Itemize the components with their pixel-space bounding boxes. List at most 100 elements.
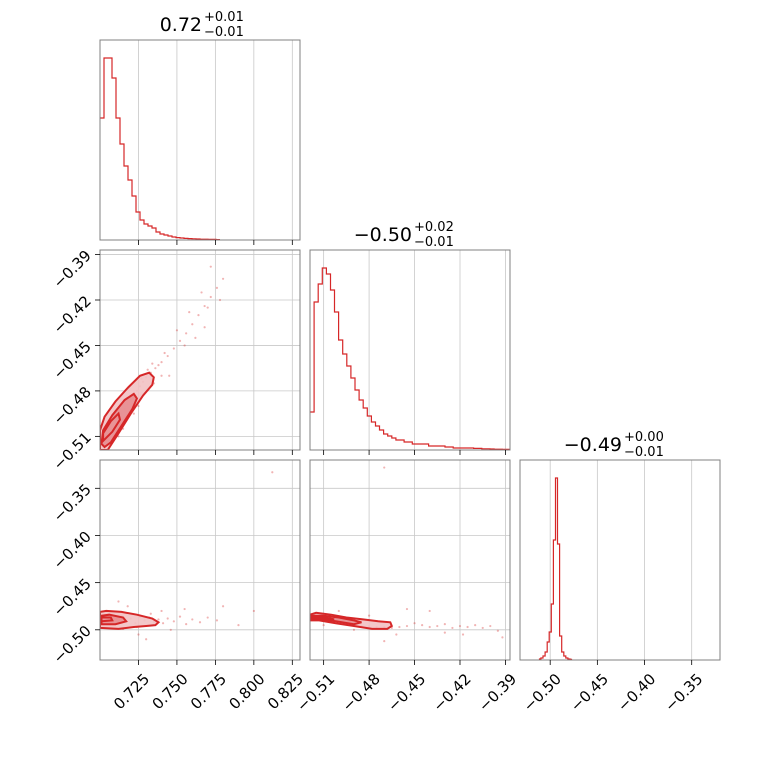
x-tick-label: −0.50 <box>520 670 565 715</box>
scatter-point <box>191 323 194 326</box>
scatter-point <box>200 291 203 294</box>
y-tick-label: −0.39 <box>50 247 95 292</box>
scatter-point <box>428 609 431 613</box>
scatter-point <box>149 612 152 615</box>
scatter-point <box>383 640 386 643</box>
y-tick-label: −0.51 <box>50 428 95 473</box>
histogram-step-line <box>100 57 220 240</box>
scatter-point <box>421 623 424 627</box>
scatter-point <box>183 607 186 611</box>
scatter-point <box>163 351 166 355</box>
scatter-point <box>188 311 191 314</box>
panel-frame <box>309 459 511 661</box>
scatter-point <box>218 298 222 302</box>
scatter-point <box>157 618 160 621</box>
scatter-point <box>501 636 504 639</box>
scatter-point <box>166 354 169 358</box>
scatter-point <box>117 600 120 603</box>
contour-outer-line <box>100 371 155 450</box>
scatter-point <box>160 609 163 613</box>
parameter-title-upper-error: +0.01 <box>204 10 244 25</box>
scatter-point <box>383 466 386 469</box>
y-tick-label: −0.42 <box>50 292 95 337</box>
scatter-point <box>151 362 154 365</box>
scatter-point <box>443 623 446 626</box>
scatter-layer <box>100 471 274 641</box>
parameter-title-lower-error: −0.01 <box>414 235 454 250</box>
contour-outer-line <box>310 611 394 630</box>
scatter-point <box>209 295 212 299</box>
scatter-point <box>166 617 169 620</box>
x-tick-label: −0.35 <box>661 670 706 715</box>
scatter-point <box>137 404 140 408</box>
scatter-point <box>474 623 477 627</box>
scatter-point <box>191 618 194 621</box>
panel-frame <box>99 39 301 241</box>
scatter-point <box>194 336 197 339</box>
parameter-title-lower-error: −0.01 <box>204 25 244 40</box>
contour-core-line <box>102 411 122 444</box>
scatter-point <box>185 332 188 335</box>
contour-core-line <box>100 616 114 623</box>
scatter-point <box>221 605 225 608</box>
panel-frame <box>309 249 511 451</box>
scatter-point <box>175 329 179 332</box>
scatter-point <box>197 314 200 317</box>
x-tick-label: −0.45 <box>567 670 612 715</box>
scatter-point <box>203 326 206 329</box>
panel-background <box>310 250 510 450</box>
scatter-point <box>461 633 465 636</box>
scatter-point <box>428 625 431 629</box>
scatter-point <box>178 339 182 343</box>
panel-background <box>310 460 510 660</box>
y-tick-label: −0.40 <box>50 528 95 573</box>
scatter-point <box>489 624 492 628</box>
scatter-point <box>168 374 171 377</box>
scatter-point <box>451 626 454 630</box>
scatter-point <box>169 628 172 631</box>
parameter-title-value: −0.50 <box>354 224 412 246</box>
scatter-point <box>185 623 188 626</box>
histogram-panel: −0.50 +0.02−0.01 <box>309 220 511 455</box>
scatter-point <box>398 625 401 629</box>
scatter-point <box>206 616 209 619</box>
scatter-point <box>395 633 398 636</box>
scatter-point <box>161 622 165 625</box>
scatter-point <box>322 623 325 627</box>
contour-inner-line <box>100 613 128 626</box>
x-tick-label: −0.40 <box>614 670 659 715</box>
x-tick-label: 0.725 <box>110 670 153 713</box>
scatter-point <box>367 614 371 617</box>
scatter-point <box>203 304 206 308</box>
scatter-panel: 0.7250.7500.7750.8000.825−0.50−0.45−0.40… <box>50 459 307 713</box>
scatter-point <box>413 622 416 625</box>
scatter-point <box>221 277 225 280</box>
y-tick-label: −0.48 <box>50 383 95 428</box>
histogram-panel: 0.72 +0.01−0.01 <box>99 10 301 245</box>
scatter-point <box>206 306 209 309</box>
y-tick-label: −0.50 <box>50 622 95 667</box>
y-tick-label: −0.45 <box>50 338 95 383</box>
scatter-point <box>215 286 219 289</box>
scatter-point <box>157 364 160 367</box>
scatter-point <box>496 629 499 632</box>
panel-frame <box>99 459 301 661</box>
scatter-point <box>160 361 163 364</box>
scatter-point <box>198 621 202 624</box>
scatter-point <box>436 624 439 628</box>
parameter-title-value: 0.72 <box>160 14 202 36</box>
scatter-point <box>352 628 356 631</box>
scatter-point <box>178 615 182 618</box>
scatter-point <box>271 471 274 474</box>
parameter-title-upper-error: +0.02 <box>414 220 454 235</box>
parameter-title-upper-error: +0.00 <box>624 430 664 445</box>
scatter-point <box>215 619 219 622</box>
parameter-title-lower-error: −0.01 <box>624 445 664 460</box>
scatter-point <box>237 623 240 627</box>
x-tick-label: −0.42 <box>430 670 475 715</box>
scatter-panel: −0.51−0.48−0.45−0.42−0.39 <box>293 459 520 715</box>
scatter-point <box>145 638 148 641</box>
scatter-point <box>172 347 175 350</box>
histogram-step-line <box>538 477 573 660</box>
